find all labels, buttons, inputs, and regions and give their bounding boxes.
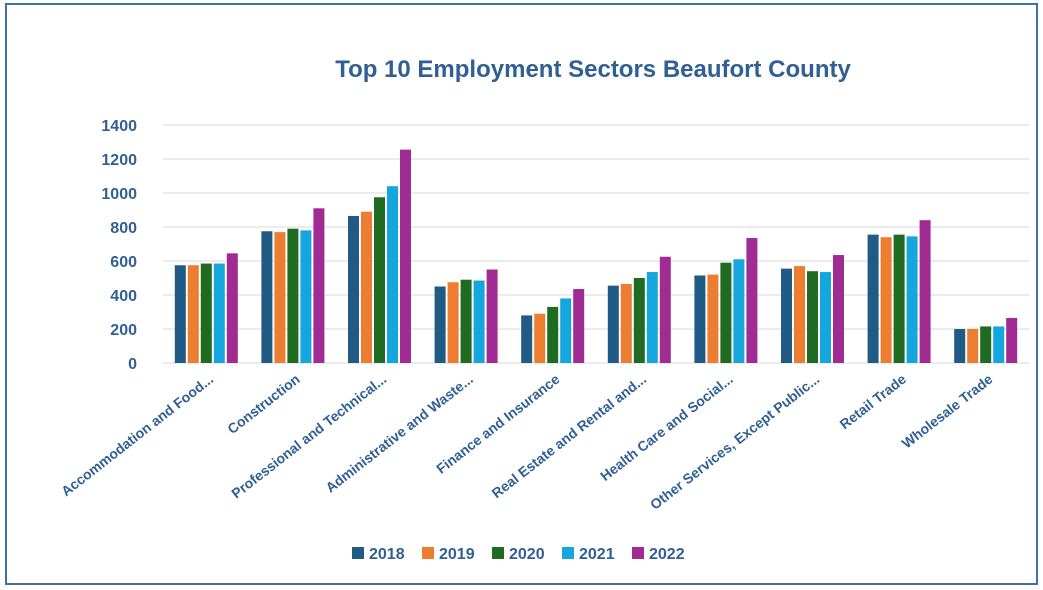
bar-2018 xyxy=(781,268,792,363)
y-tick-label: 1400 xyxy=(101,118,137,135)
bar-2018 xyxy=(954,329,966,363)
legend-swatch xyxy=(352,547,364,559)
x-category-label: Retail Trade xyxy=(837,371,910,433)
legend-label: 2020 xyxy=(509,546,545,563)
bar-2019 xyxy=(707,274,719,363)
bar-2018 xyxy=(174,265,186,363)
x-category-label: Other Services, Except Public... xyxy=(647,371,822,513)
y-tick-label: 1000 xyxy=(101,186,137,203)
bar-2019 xyxy=(187,265,199,363)
bar-2022 xyxy=(919,220,931,363)
bar-2021 xyxy=(646,272,658,363)
y-tick-label: 1200 xyxy=(101,152,137,169)
bar-2021 xyxy=(300,230,312,363)
y-tick-label: 0 xyxy=(128,356,137,373)
bar-2019 xyxy=(880,237,892,363)
bar-2021 xyxy=(560,298,572,363)
bar-2020 xyxy=(547,306,559,363)
bar-2021 xyxy=(733,259,745,363)
x-category-label: Professional and Technical... xyxy=(228,371,389,502)
legend-swatch xyxy=(562,547,574,559)
legend-label: 2019 xyxy=(439,546,475,563)
x-category-label: Wholesale Trade xyxy=(899,371,996,452)
bar-2021 xyxy=(906,236,918,363)
bar-2019 xyxy=(447,282,459,363)
legend-label: 2021 xyxy=(579,546,615,563)
bar-chart: Top 10 Employment Sectors Beaufort Count… xyxy=(58,56,1029,563)
bar-2020 xyxy=(893,234,905,363)
legend-swatch xyxy=(492,547,504,559)
y-tick-label: 200 xyxy=(110,322,137,339)
x-category-label: Accommodation and Food... xyxy=(58,371,216,499)
bar-2021 xyxy=(387,186,398,363)
bar-2020 xyxy=(200,263,212,363)
bar-2021 xyxy=(993,326,1005,363)
bar-2018 xyxy=(867,234,879,363)
y-tick-label: 600 xyxy=(110,254,137,271)
bar-2022 xyxy=(1006,317,1018,363)
bar-2022 xyxy=(400,149,411,363)
bar-2022 xyxy=(226,253,238,363)
bars xyxy=(174,149,1018,363)
y-axis-ticks: 0 200 400 600 800 1000 1200 1400 xyxy=(101,118,137,373)
bar-2018 xyxy=(434,286,446,363)
bar-2018 xyxy=(521,315,533,363)
legend-label: 2022 xyxy=(649,546,685,563)
bar-2020 xyxy=(460,279,472,363)
x-category-label: Real Estate and Rental and... xyxy=(488,371,649,501)
y-tick-label: 400 xyxy=(110,288,137,305)
bar-2022 xyxy=(313,208,325,363)
bar-2020 xyxy=(287,228,299,363)
bar-2022 xyxy=(833,255,844,363)
bar-2019 xyxy=(794,266,805,363)
bar-2019 xyxy=(620,283,632,363)
bar-2022 xyxy=(486,269,498,363)
legend-swatch xyxy=(632,547,644,559)
bar-2020 xyxy=(980,326,992,363)
chart-frame: Top 10 Employment Sectors Beaufort Count… xyxy=(5,3,1038,585)
bar-2018 xyxy=(348,215,359,363)
bar-2020 xyxy=(374,197,385,363)
bar-2019 xyxy=(534,313,546,363)
bar-2022 xyxy=(659,256,671,363)
bar-2022 xyxy=(573,289,585,363)
bar-2019 xyxy=(967,329,979,363)
bar-2018 xyxy=(607,285,619,363)
bar-2022 xyxy=(746,238,758,363)
bar-2020 xyxy=(720,262,732,363)
bar-2018 xyxy=(261,231,273,363)
bar-2021 xyxy=(473,280,485,363)
bar-2018 xyxy=(694,275,706,363)
bar-2021 xyxy=(820,272,831,363)
bar-2019 xyxy=(361,211,372,363)
bar-2020 xyxy=(633,278,645,363)
y-tick-label: 800 xyxy=(110,220,137,237)
legend-label: 2018 xyxy=(369,546,405,563)
chart-title: Top 10 Employment Sectors Beaufort Count… xyxy=(335,56,851,83)
bar-2019 xyxy=(274,232,286,363)
legend: 2018 2019 2020 2021 2022 xyxy=(352,546,685,563)
x-category-label: Construction xyxy=(224,371,302,437)
legend-swatch xyxy=(422,547,434,559)
bar-2021 xyxy=(213,263,225,363)
bar-2020 xyxy=(807,271,818,363)
x-category-label: Administrative and Waste... xyxy=(322,371,476,496)
x-axis-categories: Accommodation and Food... ConstructionPro… xyxy=(58,371,996,513)
